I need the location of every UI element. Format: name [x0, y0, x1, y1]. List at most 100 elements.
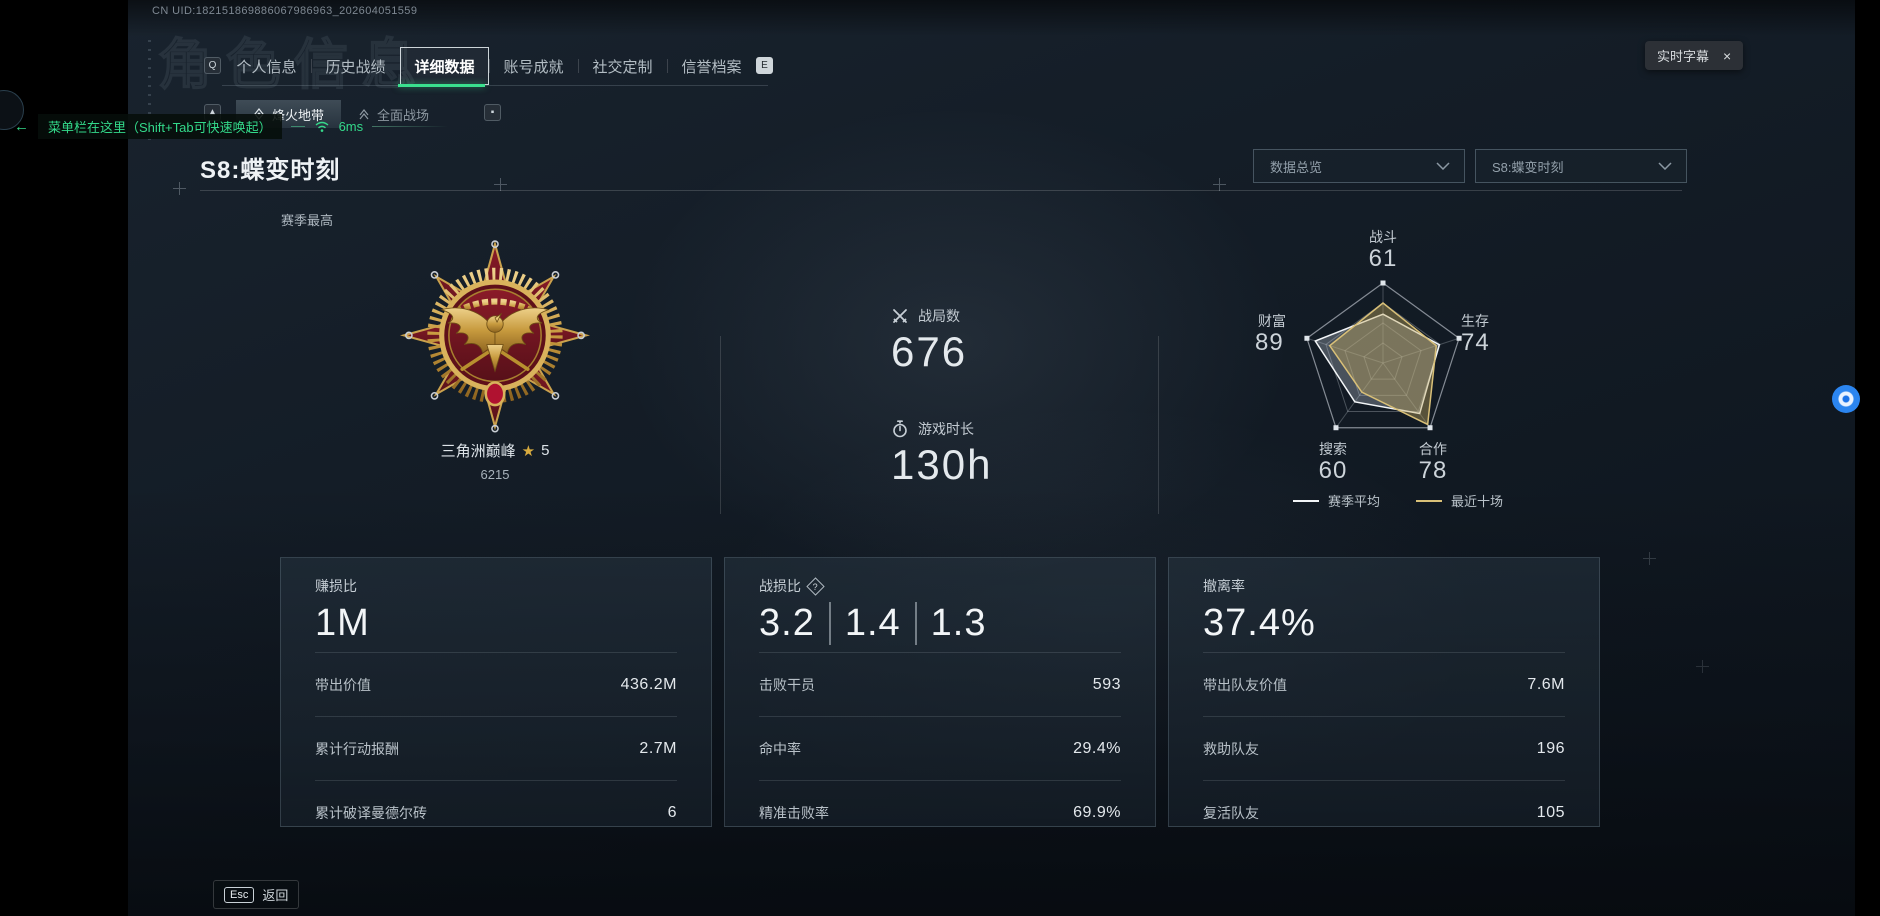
card-rows: 带出价值 436.2M 累计行动报酬 2.7M 累计破译曼德尔砖 6 [315, 652, 677, 844]
row-value: 105 [1536, 803, 1565, 821]
row-label: 复活队友 [1203, 804, 1259, 821]
card-title: 撤离率 [1203, 578, 1245, 594]
row-label: 带出价值 [315, 676, 371, 693]
legend-label: 赛季平均 [1328, 494, 1381, 509]
axis-label: 战斗 [1369, 229, 1397, 245]
stat-row: 复活队友 105 [1203, 780, 1565, 844]
live-caption-pill[interactable]: 实时字幕 × [1645, 41, 1744, 70]
battles-value: 676 [891, 328, 968, 375]
help-glyph: ? [812, 580, 819, 591]
row-label: 累计破译曼德尔砖 [315, 804, 427, 821]
menu-hint-text: 菜单栏在这里（Shift+Tab可快速唤起） [38, 114, 282, 139]
medal-title: 三角洲巅峰 [440, 443, 516, 460]
warfare-icon [359, 109, 369, 120]
column-divider [720, 336, 721, 514]
playtime-label-row: 游戏时长 [891, 419, 974, 439]
decor-plus [1696, 660, 1709, 673]
axis-label: 生存 [1461, 313, 1489, 329]
kd-value-2: 1.4 [828, 601, 901, 645]
medal-star-count: 5 [541, 442, 550, 459]
row-value: 196 [1536, 739, 1565, 757]
dropdown-value: 数据总览 [1270, 159, 1323, 175]
decor-plus [173, 182, 186, 195]
medal-score: 6215 [480, 467, 510, 482]
axis-value: 61 [1368, 245, 1398, 272]
stat-row: 命中率 29.4% [759, 716, 1121, 780]
legend-recent-ten: 最近十场 [1416, 491, 1503, 510]
live-caption-label: 实时字幕 [1657, 49, 1710, 64]
decor-ticks [148, 40, 151, 140]
stat-row: 击败干员 593 [759, 652, 1121, 716]
tab-reputation[interactable]: 信誉档案 [667, 47, 756, 85]
row-value: 29.4% [1073, 739, 1121, 757]
battles-label: 战局数 [918, 308, 960, 324]
tab-social-custom[interactable]: 社交定制 [578, 47, 667, 85]
stat-row: 累计行动报酬 2.7M [315, 716, 677, 780]
row-value: 69.9% [1073, 803, 1121, 821]
back-label: 返回 [262, 888, 289, 903]
season-medal [399, 238, 591, 443]
data-overview-dropdown[interactable]: 数据总览 [1253, 149, 1465, 183]
legend-swatch [1416, 499, 1443, 502]
legend-season-average: 赛季平均 [1293, 491, 1380, 510]
ghost-background-title: 角色信息 [157, 34, 430, 96]
stat-row: 救助队友 196 [1203, 716, 1565, 780]
card-title: 赚损比 [315, 578, 357, 594]
tab-achievements[interactable]: 账号成就 [489, 47, 578, 85]
subtab-label: 全面战场 [377, 107, 430, 123]
tab-detailed-data[interactable]: 详细数据 [400, 47, 489, 85]
battles-label-row: 战局数 [891, 306, 960, 326]
subtab-label: 烽火地带 [272, 107, 325, 123]
axis-value: 78 [1418, 457, 1448, 484]
dropdown-value: S8:蝶变时刻 [1492, 159, 1564, 175]
card-rows: 击败干员 593 命中率 29.4% 精准击败率 69.9% [759, 652, 1121, 844]
wifi-icon [315, 121, 329, 132]
card-rows: 带出队友价值 7.6M 救助队友 196 复活队友 105 [1203, 652, 1565, 844]
axis-value: 89 [1255, 329, 1284, 356]
playtime-value: 130h [891, 441, 993, 488]
column-divider [1158, 336, 1159, 514]
decor-line [372, 126, 449, 127]
axis-label: 合作 [1419, 441, 1447, 457]
caption-bubble-button[interactable] [1832, 385, 1860, 413]
main-tab-bar: 个人信息 历史战绩 详细数据 账号成就 社交定制 信誉档案 [222, 47, 756, 85]
stopwatch-icon [893, 420, 907, 438]
row-value: 593 [1092, 675, 1121, 693]
active-tab-indicator [398, 84, 485, 87]
back-arrow-icon[interactable]: ← [14, 118, 29, 135]
row-label: 击败干员 [759, 676, 815, 693]
tab-match-history[interactable]: 历史战绩 [311, 47, 400, 85]
card-title: 战损比 ? [759, 576, 1121, 596]
background-ridge [128, 486, 1855, 916]
subtab-warfare[interactable]: 全面战场 [341, 100, 446, 128]
close-icon[interactable]: × [1723, 47, 1732, 64]
tab-personal-info[interactable]: 个人信息 [236, 58, 297, 76]
card-value: 3.2 1.4 1.3 [759, 600, 1121, 646]
menu-hint[interactable]: ← 菜单栏在这里（Shift+Tab可快速唤起） 6ms [14, 114, 449, 139]
stat-row: 精准击败率 69.9% [759, 780, 1121, 844]
profit-loss-card: 赚损比 1M 带出价值 436.2M 累计行动报酬 2.7M 累计破译曼德尔砖 … [280, 557, 712, 827]
row-label: 带出队友价值 [1203, 676, 1287, 693]
row-label: 命中率 [759, 740, 801, 757]
decor-plus [1643, 552, 1656, 565]
card-value: 37.4% [1203, 601, 1316, 644]
esc-back-button[interactable]: Esc 返回 [213, 880, 300, 909]
season-dropdown[interactable]: S8:蝶变时刻 [1475, 149, 1687, 183]
help-icon[interactable]: ? [806, 576, 825, 596]
season-best-label: 赛季最高 [281, 213, 334, 228]
decor-plus [1213, 178, 1226, 191]
key-hint-right: ▪ [484, 104, 501, 121]
tab-underline [222, 85, 768, 86]
game-viewport: CN UID:182151869886067986963_20260405155… [128, 0, 1855, 916]
playtime-label: 游戏时长 [918, 421, 974, 437]
crossed-swords-icon [893, 309, 907, 323]
row-label: 救助队友 [1203, 740, 1259, 757]
row-value: 6 [667, 803, 677, 821]
stat-row: 累计破译曼德尔砖 6 [315, 780, 677, 844]
stat-row: 带出价值 436.2M [315, 652, 677, 716]
player-uid: CN UID:182151869886067986963_20260405155… [152, 5, 418, 17]
card-title-text: 战损比 [759, 578, 801, 594]
card-value: 1M [315, 601, 370, 644]
row-label: 精准击败率 [759, 804, 829, 821]
